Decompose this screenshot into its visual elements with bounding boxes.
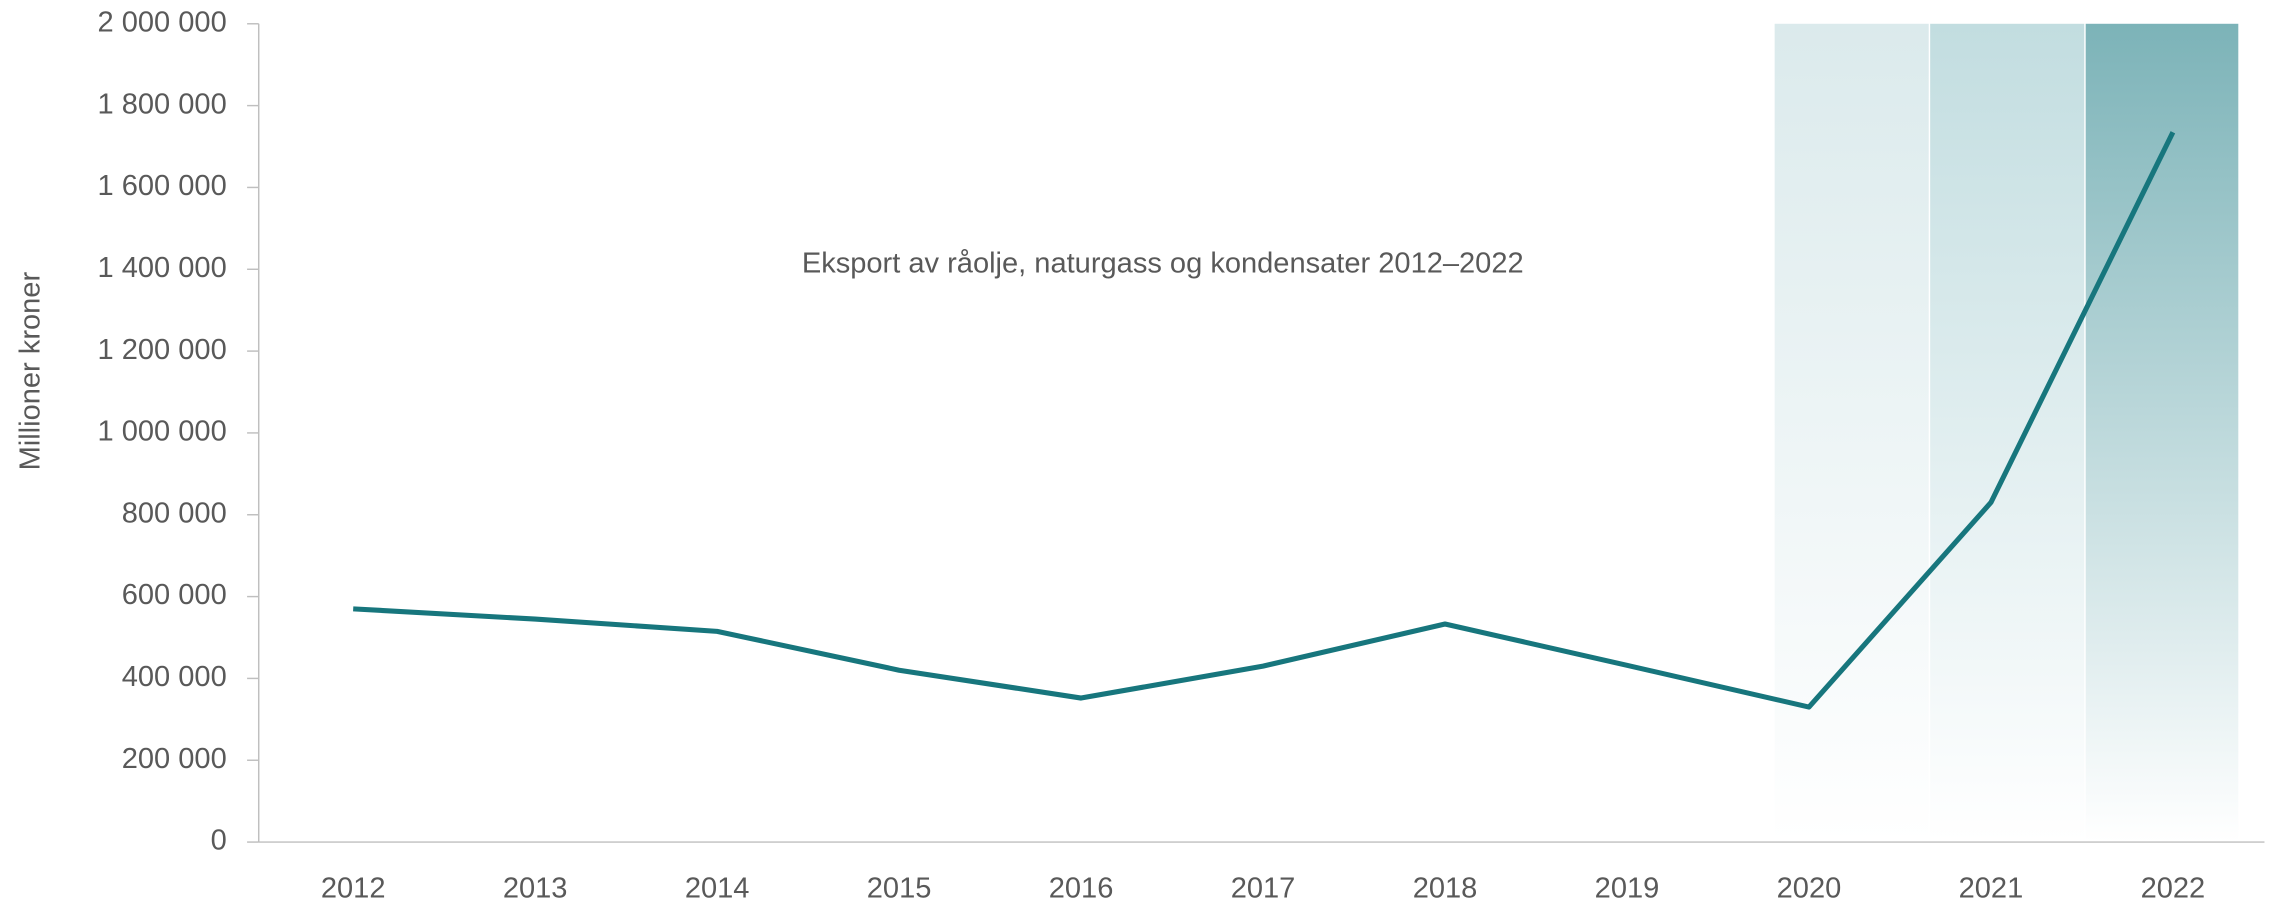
x-tick-label: 2016 <box>1049 873 1114 905</box>
y-tick-label: 600 000 <box>122 579 227 611</box>
y-tick-label: 1 600 000 <box>98 170 227 202</box>
x-tick-label: 2017 <box>1231 873 1296 905</box>
x-tick-label: 2015 <box>867 873 932 905</box>
x-tick-label: 2021 <box>1959 873 2024 905</box>
y-tick-label: 200 000 <box>122 743 227 775</box>
y-axis-label: Millioner kroner <box>15 272 47 471</box>
x-tick-label: 2012 <box>321 873 386 905</box>
y-tick-label: 0 <box>211 825 227 857</box>
data-line <box>353 131 2176 710</box>
x-tick-label: 2019 <box>1595 873 1660 905</box>
y-tick-label: 2 000 000 <box>98 6 227 38</box>
x-tick-label: 2013 <box>503 873 568 905</box>
chart-title: Eksport av råolje, naturgass og kondensa… <box>802 248 1524 280</box>
highlight-band <box>1930 23 2085 843</box>
x-tick-label: 2020 <box>1777 873 1842 905</box>
y-tick-label: 1 000 000 <box>98 416 227 448</box>
highlight-band <box>1774 23 1929 843</box>
x-tick-label: 2018 <box>1413 873 1478 905</box>
y-tick-label: 1 400 000 <box>98 252 227 284</box>
y-tick-label: 800 000 <box>122 497 227 529</box>
y-tick-label: 1 800 000 <box>98 88 227 120</box>
highlight-band <box>2085 23 2239 843</box>
y-tick-label: 1 200 000 <box>98 334 227 366</box>
x-tick-label: 2022 <box>2141 873 2206 905</box>
x-tick-label: 2014 <box>685 873 750 905</box>
y-tick-label: 400 000 <box>122 661 227 693</box>
